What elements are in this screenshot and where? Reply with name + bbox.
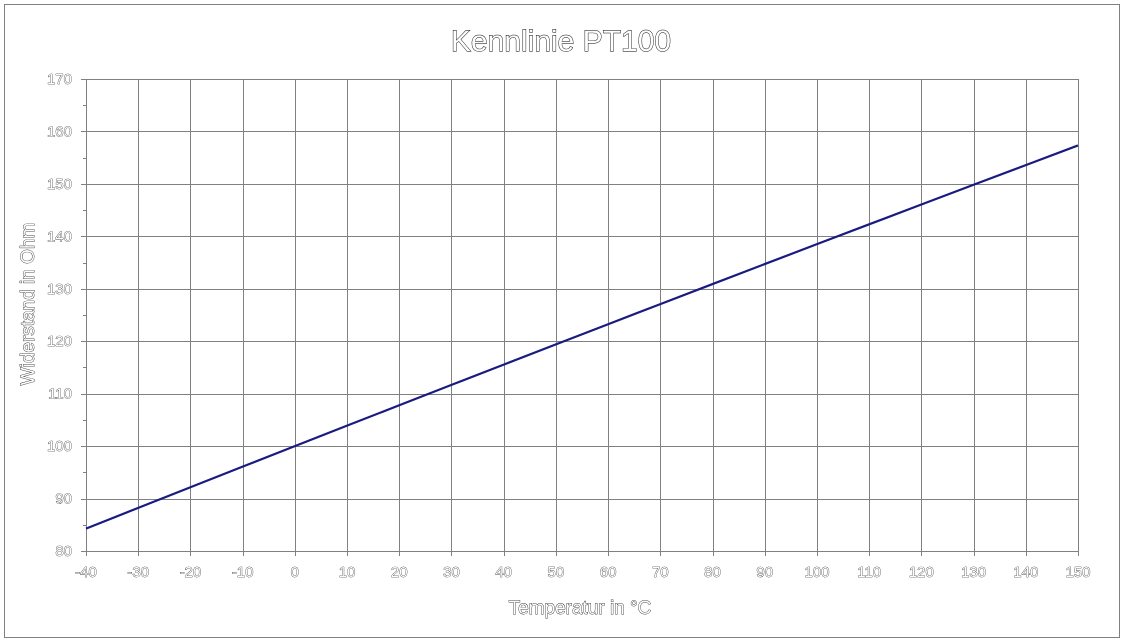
x-tick-label: 110 — [857, 564, 881, 581]
series-line — [85, 144, 1079, 530]
y-tick-label: 120 — [47, 333, 72, 350]
x-tick-label: 0 — [291, 564, 299, 581]
x-tick-label: 30 — [443, 564, 460, 581]
x-tick-label: 70 — [652, 564, 669, 581]
grid — [86, 79, 1079, 552]
x-tick-label: 10 — [339, 564, 356, 581]
chart-title: Kennlinie PT100 — [451, 25, 671, 58]
y-tick-label: 90 — [55, 491, 72, 508]
y-tick-label: 130 — [47, 281, 72, 298]
x-tick-label: -10 — [232, 564, 254, 581]
x-axis-label: Temperatur in °C — [509, 598, 652, 619]
plot-area — [86, 79, 1078, 551]
x-tick-label: -30 — [127, 564, 149, 581]
x-tick-label: -20 — [180, 564, 202, 581]
y-tick-label: 170 — [47, 71, 72, 88]
x-tick-label: 40 — [495, 564, 512, 581]
y-tick-label: 140 — [47, 228, 72, 245]
x-tick-label: 150 — [1065, 564, 1090, 581]
y-tick-label: 110 — [48, 386, 72, 403]
tick-labels: -40 -30 -20 -10 0 10 20 30 40 50 60 70 80 90 100 110 120… — [47, 71, 1091, 582]
y-tick-label: 150 — [47, 176, 72, 193]
y-tick-label: 80 — [55, 543, 72, 560]
y-axis-label: Widerstand in Ohm — [18, 223, 39, 386]
x-tick-label: -40 — [75, 564, 97, 581]
x-tick-label: 120 — [909, 564, 934, 581]
x-tick-label: 130 — [961, 564, 986, 581]
x-tick-label: 50 — [548, 564, 565, 581]
x-tick-label: 20 — [391, 564, 408, 581]
x-tick-label: 100 — [804, 564, 829, 581]
y-tick-label: 160 — [47, 123, 72, 140]
x-tick-label: 90 — [756, 564, 773, 581]
series-layer — [85, 144, 1079, 530]
x-tick-label: 140 — [1013, 564, 1038, 581]
x-tick-label: 80 — [704, 564, 721, 581]
x-tick-label: 60 — [600, 564, 617, 581]
y-tick-label: 100 — [47, 438, 72, 455]
axes — [81, 79, 1079, 556]
